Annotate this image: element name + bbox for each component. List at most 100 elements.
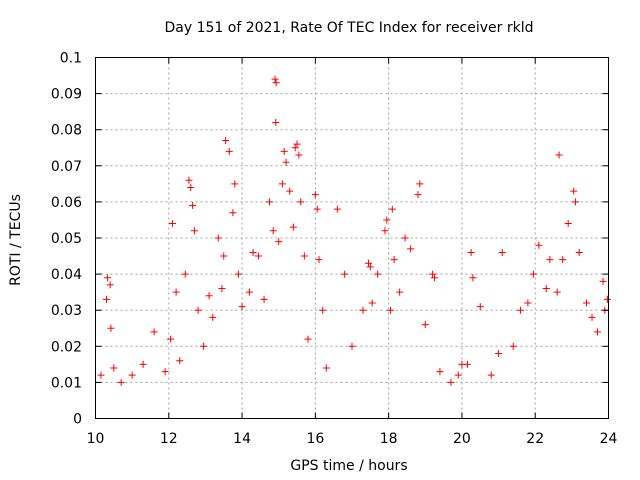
y-tick-label: 0.03 [51, 303, 82, 319]
data-point [381, 227, 389, 235]
x-tick-label: 24 [600, 431, 618, 447]
data-point [311, 191, 319, 199]
data-point [467, 248, 475, 256]
data-point [390, 256, 398, 264]
y-tick-label: 0.01 [51, 375, 82, 391]
data-point [495, 350, 503, 358]
x-tick-label: 22 [526, 431, 544, 447]
data-point [572, 198, 580, 206]
data-point [245, 288, 253, 296]
data-point [575, 248, 583, 256]
data-point [249, 248, 257, 256]
y-tick-labels: 0 0.01 0.02 0.03 0.04 0.05 0.06 0.07 0.08 0.09 0.1 [51, 51, 82, 428]
data-point [436, 368, 444, 376]
data-point [487, 371, 495, 379]
data-point [107, 324, 115, 332]
data-point [168, 220, 176, 228]
data-point [209, 313, 217, 321]
data-point [225, 147, 233, 155]
data-point [555, 151, 563, 159]
data-point [200, 342, 208, 350]
data-point [282, 158, 290, 166]
data-point [218, 285, 226, 293]
y-tick-label: 0.09 [51, 87, 82, 103]
data-point [463, 360, 471, 368]
data-point [291, 144, 299, 152]
data-point [229, 209, 237, 217]
data-point [447, 378, 455, 386]
data-point [234, 270, 242, 278]
data-point [128, 371, 136, 379]
data-point [139, 360, 147, 368]
data-point [407, 245, 415, 253]
data-point [359, 306, 367, 314]
data-point [190, 227, 198, 235]
data-point [304, 335, 312, 343]
data-point [366, 263, 374, 271]
data-point [293, 140, 301, 148]
data-point [524, 299, 532, 307]
data-point [189, 202, 197, 210]
x-tick-label: 20 [453, 431, 471, 447]
data-point [260, 295, 268, 303]
data-point [429, 270, 437, 278]
data-point [295, 151, 303, 159]
data-points [97, 75, 611, 386]
data-point [546, 256, 554, 264]
data-point [278, 180, 286, 188]
data-point [476, 303, 484, 311]
data-point [222, 137, 230, 145]
data-point [150, 328, 158, 336]
data-point [313, 205, 321, 213]
data-point [185, 176, 193, 184]
data-point [564, 220, 572, 228]
data-point [322, 364, 330, 372]
data-point [454, 371, 462, 379]
data-point [266, 198, 274, 206]
grid [95, 57, 609, 419]
data-point [559, 256, 567, 264]
data-point [300, 252, 308, 260]
data-point [599, 277, 607, 285]
data-point [341, 270, 349, 278]
data-point [272, 79, 280, 87]
data-point [594, 328, 602, 336]
x-tick-label: 14 [233, 431, 251, 447]
data-point [421, 321, 429, 329]
data-point [388, 205, 396, 213]
data-point [553, 288, 561, 296]
data-point [214, 234, 222, 242]
data-point [286, 187, 294, 195]
data-point [280, 147, 288, 155]
data-point [187, 183, 195, 191]
data-point [469, 274, 477, 282]
y-tick-label: 0 [73, 412, 82, 428]
data-point [535, 241, 543, 249]
chart-title: Day 151 of 2021, Rate Of TEC Index for r… [164, 20, 533, 36]
data-point [255, 252, 263, 260]
data-point [319, 306, 327, 314]
data-point [386, 306, 394, 314]
data-point [333, 205, 341, 213]
data-point [275, 238, 283, 246]
y-tick-label: 0.1 [60, 51, 82, 67]
x-tick-label: 12 [160, 431, 178, 447]
x-axis-label: GPS time / hours [290, 458, 407, 474]
x-tick-label: 18 [380, 431, 398, 447]
data-point [603, 295, 611, 303]
data-point [194, 306, 202, 314]
data-point [271, 75, 279, 83]
data-point [348, 342, 356, 350]
data-point [570, 187, 578, 195]
data-point [205, 292, 213, 300]
data-point [588, 313, 596, 321]
data-point [517, 306, 525, 314]
y-axis-label: ROTI / TECUs [8, 194, 24, 286]
data-point [102, 295, 110, 303]
data-point [172, 288, 180, 296]
data-point [110, 364, 118, 372]
data-point [396, 288, 404, 296]
y-tick-label: 0.06 [51, 195, 82, 211]
data-point [529, 270, 537, 278]
data-point [269, 227, 277, 235]
